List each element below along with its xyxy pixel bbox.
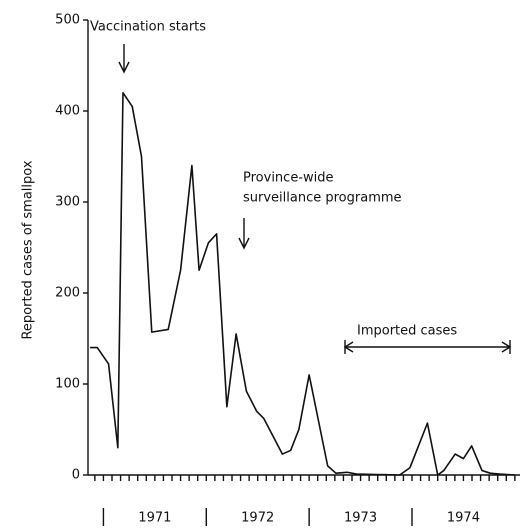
x-tick-label: 1971 [138, 511, 171, 526]
y-tick-label: 500 [55, 13, 80, 28]
y-tick-label: 300 [55, 195, 80, 210]
y-tick-label: 400 [55, 104, 80, 119]
y-axis-label: Reported cases of smallpox [21, 160, 36, 339]
y-tick-label: 0 [72, 468, 80, 483]
x-tick-label: 1973 [344, 511, 377, 526]
annotation: Province-wide [243, 171, 334, 186]
annotation: Vaccination starts [90, 20, 206, 35]
annotation: surveillance programme [243, 191, 402, 206]
x-tick-label: 1972 [241, 511, 274, 526]
x-tick-label: 1974 [447, 511, 480, 526]
annotation: Imported cases [357, 324, 457, 339]
arrows [118, 44, 512, 354]
y-tick-label: 100 [55, 377, 80, 392]
y-tick-label: 200 [55, 286, 80, 301]
data-line [90, 92, 515, 476]
